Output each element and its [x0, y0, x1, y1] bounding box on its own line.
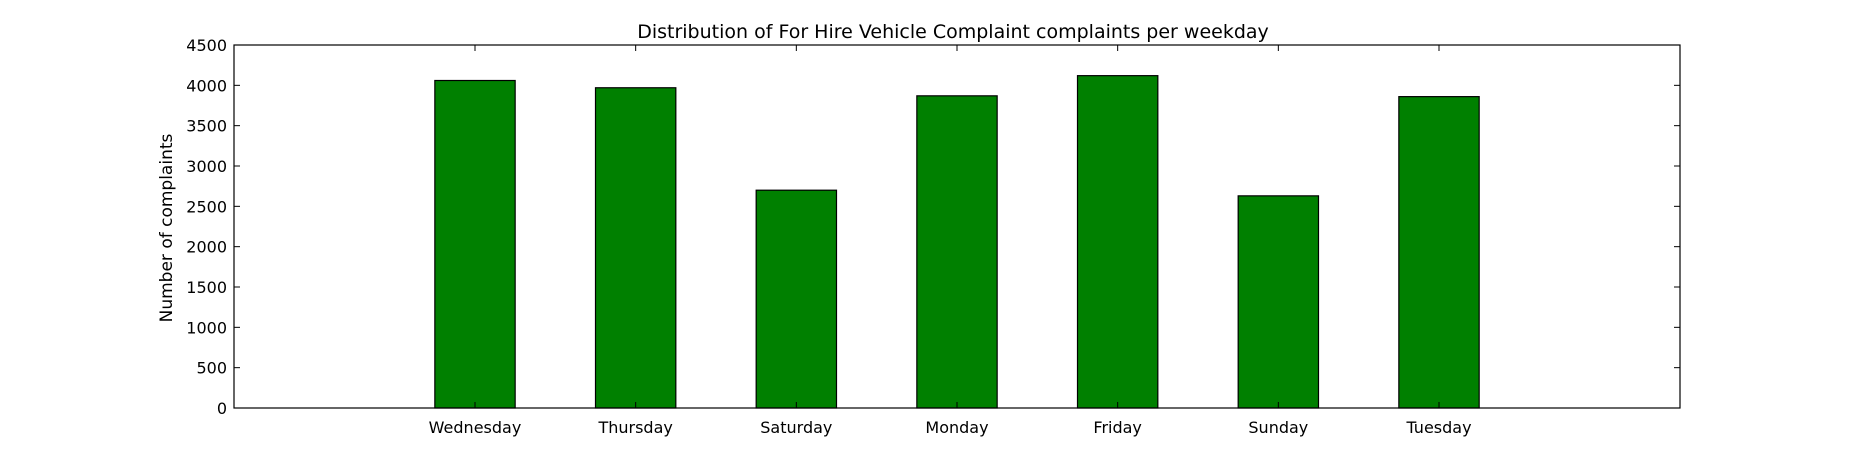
- x-tick-label: Thursday: [597, 418, 672, 437]
- y-tick-label: 500: [196, 359, 227, 378]
- bar-tuesday: [1398, 96, 1480, 409]
- x-tick-label: Wednesday: [429, 418, 522, 437]
- x-axis: Wednesday Thursday Saturday Monday Friday Sun…: [429, 45, 1472, 437]
- y-tick-label: 1000: [186, 318, 227, 337]
- plot-frame: [233, 44, 1681, 409]
- y-tick-label: 4500: [186, 36, 227, 55]
- x-tick-label: Tuesday: [1405, 418, 1471, 437]
- x-tick-label: Sunday: [1248, 418, 1308, 437]
- y-axis: 0 500 1000 1500 2000 2500 3000 3500 4000 4500: [186, 36, 1680, 418]
- bar-friday: [1076, 75, 1159, 409]
- bar-monday: [916, 95, 998, 409]
- y-tick-label: 0: [217, 399, 227, 418]
- y-tick-label: 2500: [186, 197, 227, 216]
- bar-thursday: [594, 87, 677, 409]
- y-tick-label: 4000: [186, 76, 227, 95]
- bar-saturday: [755, 189, 838, 409]
- x-tick-label: Saturday: [760, 418, 832, 437]
- chart-title: Distribution of For Hire Vehicle Complai…: [637, 21, 1269, 43]
- x-tick-label: Friday: [1093, 418, 1142, 437]
- bars: [434, 75, 1480, 409]
- y-tick-label: 3000: [186, 157, 227, 176]
- bar-wednesday: [434, 79, 516, 409]
- y-tick-label: 1500: [186, 278, 227, 297]
- y-axis-label: Number of complaints: [157, 133, 177, 322]
- y-tick-label: 3500: [186, 117, 227, 136]
- y-tick-label: 2000: [186, 238, 227, 257]
- x-tick-label: Monday: [925, 418, 988, 437]
- bar-sunday: [1237, 195, 1320, 409]
